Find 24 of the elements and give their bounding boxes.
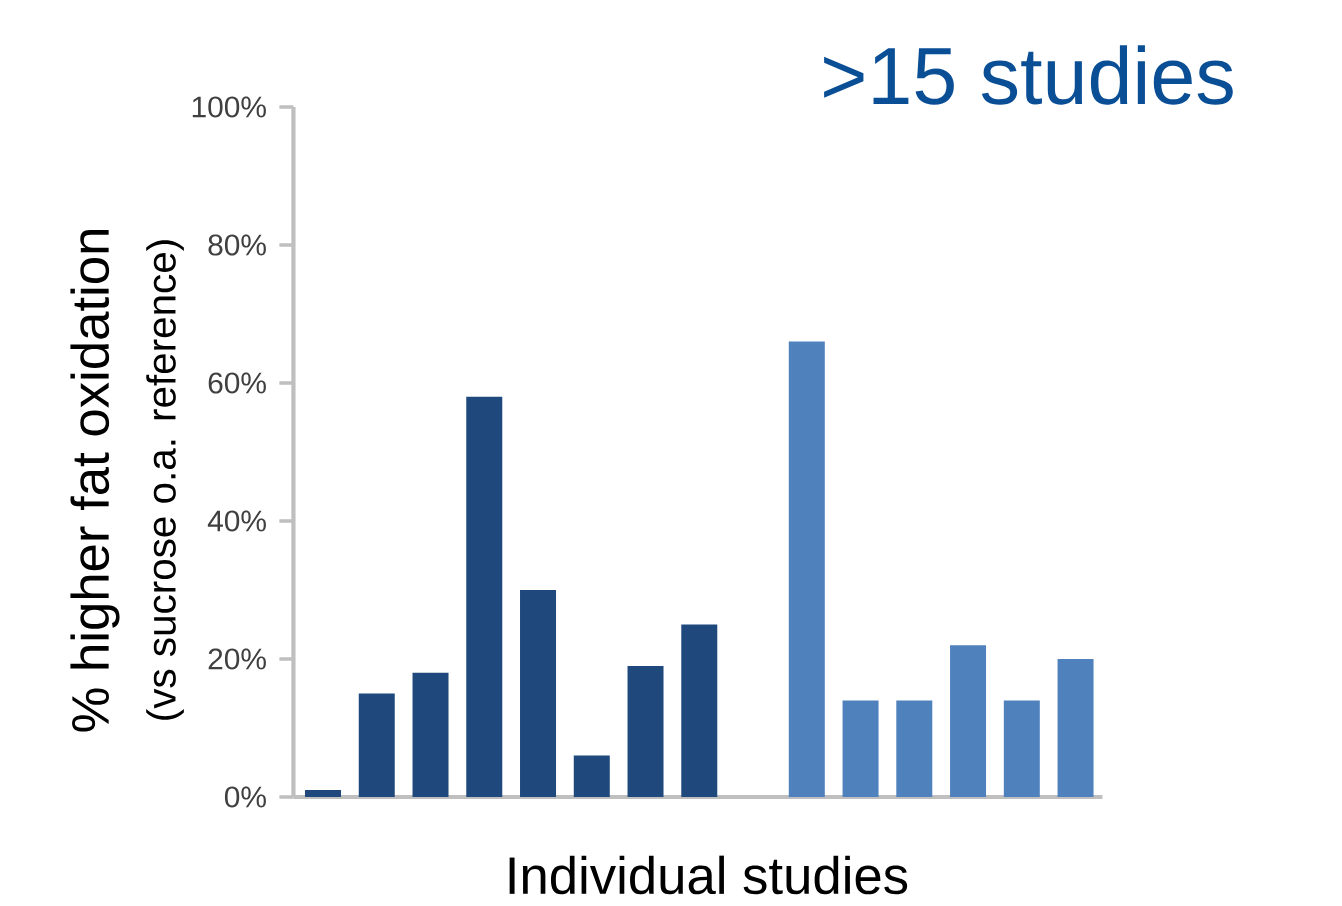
y-axis-title: % higher fat oxidation [70,229,120,732]
y-tick-label: 40% [207,510,266,532]
bar [681,624,718,797]
x-axis-title: Individual studies [509,855,908,895]
bar [950,645,987,797]
y-tick-label: 60% [208,372,266,394]
bar [842,700,879,797]
bar [573,755,610,797]
bar [520,589,557,797]
bar [627,665,664,797]
text: (vs sucrose o.a. reference) [146,240,184,720]
bar [1003,700,1040,797]
bar [358,693,395,797]
bar [412,672,449,797]
bar [466,396,503,797]
bar [1057,658,1094,797]
y-tick-label: 80% [208,234,266,256]
y-tick-label: 0% [224,786,266,808]
bar [788,341,825,797]
y-tick-label: 100% [192,96,266,118]
chart-title: >15 studies [824,45,1233,105]
bar [896,700,933,797]
y-tick-label: 20% [208,648,266,670]
bar [305,790,341,797]
